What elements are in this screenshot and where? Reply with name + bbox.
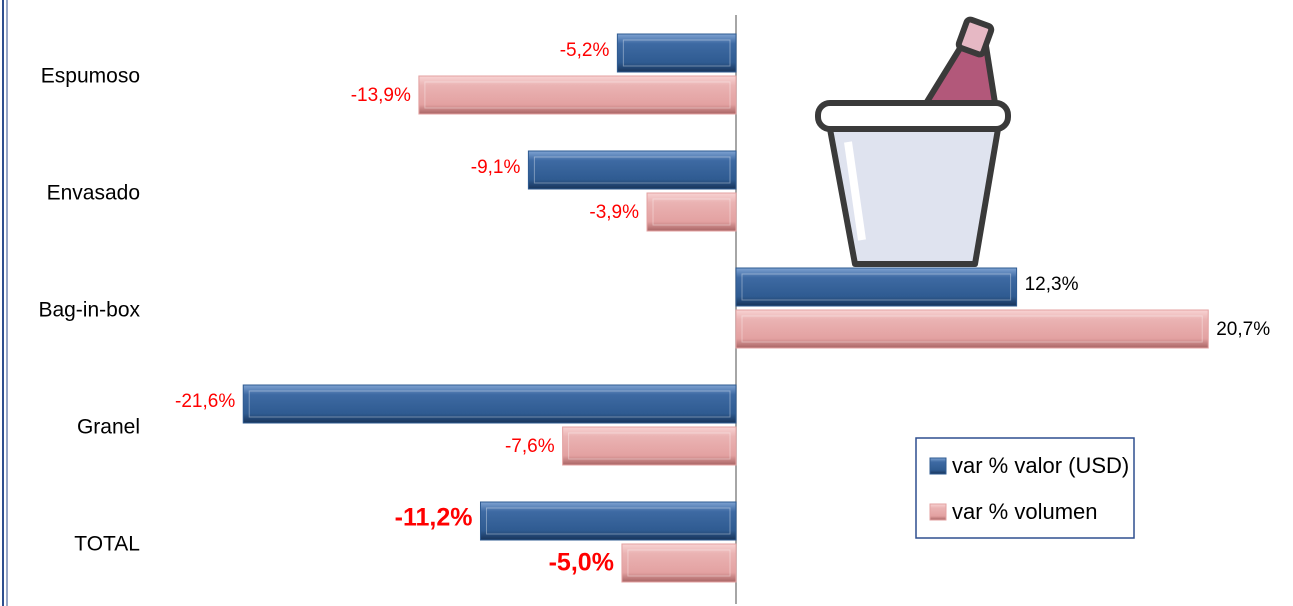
bar-bevel	[485, 507, 731, 535]
bar	[735, 267, 1018, 307]
bar	[735, 309, 1209, 349]
category-label: Espumoso	[41, 65, 140, 88]
value-label: 12,3%	[1025, 274, 1079, 295]
legend-label: var % valor (USD)	[952, 453, 1129, 478]
category-label: TOTAL	[74, 533, 140, 556]
category-label: Envasado	[47, 182, 140, 205]
bar-bevel	[627, 549, 731, 577]
value-label: -3,9%	[589, 202, 639, 223]
bar	[621, 543, 737, 583]
bar-bevel	[741, 273, 1012, 301]
value-label: -5,0%	[549, 549, 614, 577]
bucket-icon	[815, 16, 1011, 267]
bar-bevel	[622, 39, 731, 67]
bar-bevel	[533, 156, 731, 184]
category-label: Bag-in-box	[38, 299, 140, 322]
bar	[479, 501, 737, 541]
bar-bevel	[741, 315, 1203, 343]
legend-swatch	[929, 457, 947, 475]
bar-bevel	[248, 390, 731, 418]
bar	[646, 192, 737, 232]
value-label: -21,6%	[175, 391, 235, 412]
value-label: -7,6%	[505, 436, 555, 457]
value-label: 20,7%	[1216, 319, 1270, 340]
category-label: Granel	[77, 416, 140, 439]
bar	[242, 384, 737, 424]
bar	[527, 150, 737, 190]
legend-box	[915, 437, 1135, 539]
bar	[616, 33, 737, 73]
bar	[562, 426, 737, 466]
bar-bevel	[424, 81, 731, 109]
legend-label: var % volumen	[952, 499, 1098, 524]
value-label: -9,1%	[471, 157, 521, 178]
bar-bevel	[568, 432, 731, 460]
value-label: -11,2%	[395, 504, 473, 532]
bar-bevel	[652, 198, 731, 226]
bar	[418, 75, 737, 115]
value-label: -13,9%	[351, 85, 411, 106]
legend-swatch	[929, 503, 947, 521]
value-label: -5,2%	[560, 40, 610, 61]
